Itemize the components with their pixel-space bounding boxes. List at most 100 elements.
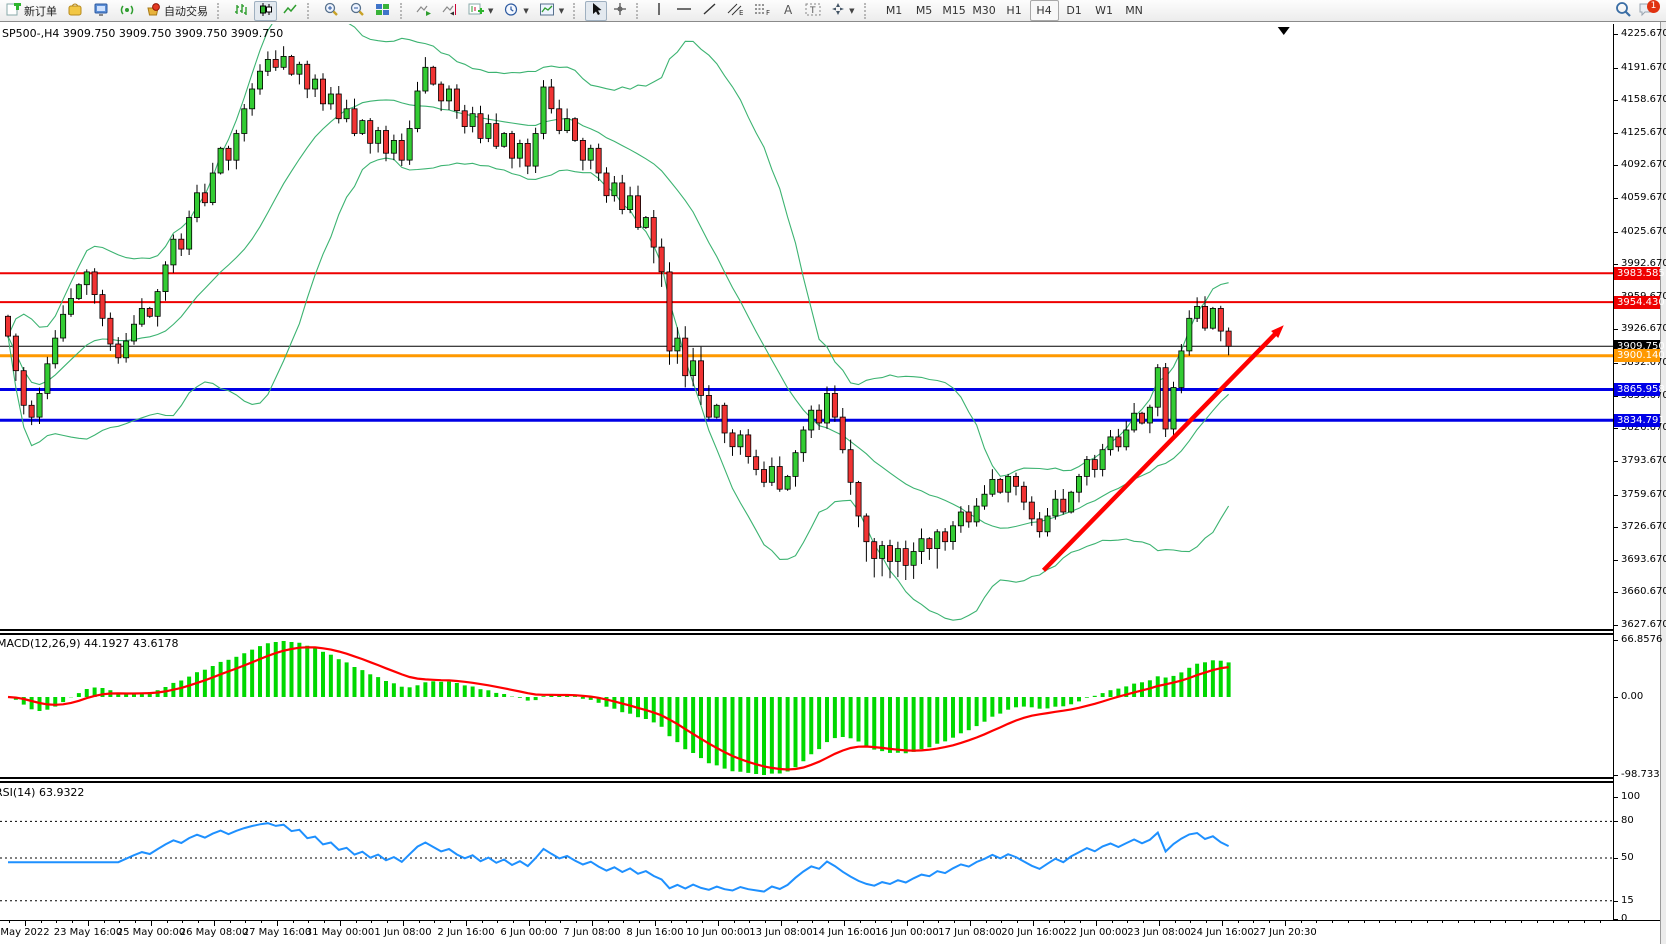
horizontal-line-button[interactable] (672, 1, 696, 21)
time-major-tick (907, 921, 908, 926)
toolbar-separator (636, 2, 643, 19)
panel-separator[interactable] (0, 777, 1613, 783)
bar-chart-button[interactable] (229, 1, 252, 21)
timeframe-m5[interactable]: M5 (915, 4, 933, 17)
time-minor-tick (796, 921, 798, 923)
time-minor-tick (1190, 921, 1192, 923)
time-minor-tick (686, 921, 688, 923)
time-minor-tick (1442, 921, 1444, 923)
macd-panel-canvas[interactable] (0, 635, 1613, 777)
time-label: 17 Jun 08:00 (938, 927, 1002, 938)
price-tick: 4158.670 (1614, 94, 1666, 106)
timeframe-mn[interactable]: MN (1125, 4, 1143, 17)
time-major-tick (25, 921, 26, 926)
time-minor-tick (387, 921, 388, 923)
zoom-out-icon (349, 2, 365, 20)
price-tick: 4059.670 (1614, 192, 1666, 204)
templates-button[interactable]: ▼ (535, 1, 568, 21)
auto-trading-icon (145, 2, 161, 20)
time-minor-tick (1269, 921, 1270, 923)
text-icon: A (782, 2, 795, 19)
timeframe-h4[interactable]: H4 (1029, 0, 1059, 21)
price-axis[interactable]: 4225.670 4191.670 4158.670 4125.670 4092.670… (1613, 24, 1666, 924)
time-label: 22 Jun 00:00 (1064, 927, 1128, 938)
rsi-panel-canvas[interactable] (0, 783, 1613, 920)
time-minor-tick (938, 921, 940, 923)
time-label: 25 May 00:00 (116, 927, 186, 938)
equidistant-channel-button[interactable]: E (723, 1, 748, 21)
price-tick: 3826.670 (1614, 422, 1666, 434)
time-label: 16 Jun 00:00 (875, 927, 939, 938)
time-minor-tick (450, 921, 451, 923)
panel-separator[interactable] (0, 629, 1613, 635)
time-minor-tick (1458, 921, 1459, 923)
toolbar-right-group: 1 (1614, 0, 1664, 21)
new-chart-button[interactable]: ▼ (464, 1, 497, 21)
periods-button[interactable]: ▼ (499, 1, 532, 21)
time-minor-tick (1332, 921, 1333, 923)
time-label: 20 Jun 16:00 (1001, 927, 1065, 938)
time-major-tick (340, 921, 341, 926)
chevron-down-icon: ▼ (849, 6, 855, 15)
time-label: 23 Jun 08:00 (1127, 927, 1191, 938)
timeframe-m1[interactable]: M1 (885, 4, 903, 17)
text-button[interactable]: A (777, 1, 799, 21)
time-minor-tick (812, 921, 814, 923)
time-major-tick (1159, 921, 1160, 926)
time-minor-tick (103, 921, 105, 923)
auto-scroll-button[interactable] (412, 1, 436, 21)
line-chart-button[interactable] (279, 1, 302, 21)
time-minor-tick (1127, 921, 1129, 923)
macd-axis-tick: 66.8576 (1614, 634, 1662, 646)
notifications-button[interactable]: 1 (1638, 0, 1660, 21)
time-minor-tick (1426, 921, 1428, 923)
text-label-button[interactable]: T (801, 1, 825, 21)
time-label: 23 May 16:00 (53, 927, 123, 938)
time-minor-tick (1584, 921, 1585, 923)
hline-price-label: 3834.791 (1614, 414, 1665, 427)
signal-button[interactable] (115, 1, 139, 21)
timeframe-m15[interactable]: M15 (942, 4, 966, 17)
timeframe-w1[interactable]: W1 (1095, 4, 1113, 17)
time-minor-tick (9, 921, 10, 923)
time-minor-tick (245, 921, 247, 923)
time-label: 27 Jun 20:30 (1253, 927, 1317, 938)
search-icon[interactable] (1614, 1, 1632, 21)
market-box-button[interactable] (63, 1, 87, 21)
zoom-in-button[interactable] (319, 1, 343, 21)
time-minor-tick (1363, 921, 1365, 923)
svg-text:E: E (739, 9, 743, 16)
time-minor-tick (497, 921, 499, 923)
fibonacci-button[interactable]: F (750, 1, 775, 21)
auto-trading-button[interactable]: 自动交易 (141, 1, 212, 21)
timeframe-d1[interactable]: D1 (1066, 4, 1082, 17)
time-major-tick (970, 921, 971, 926)
chevron-down-icon: ▼ (523, 6, 529, 15)
main-chart-canvas[interactable] (0, 24, 1613, 629)
candlestick-chart-button[interactable] (254, 0, 277, 21)
arrows-button[interactable]: ▼ (827, 1, 858, 21)
crosshair-button[interactable] (609, 1, 631, 21)
toolbar-separator (573, 2, 580, 19)
tile-windows-button[interactable] (371, 1, 395, 21)
timeframe-m30[interactable]: M30 (972, 4, 996, 17)
cursor-button[interactable] (585, 0, 608, 21)
time-label: 8 Jun 16:00 (626, 927, 684, 938)
auto-scroll-icon (416, 2, 432, 20)
time-minor-tick (1599, 921, 1601, 923)
toolbar-separator (400, 2, 407, 19)
chart-shift-button[interactable] (438, 1, 462, 21)
timeframe-h1[interactable]: H1 (1006, 4, 1022, 17)
time-minor-tick (56, 921, 58, 923)
hline-price-label: 3983.585 (1614, 267, 1665, 280)
crosshair-icon (613, 2, 627, 19)
time-minor-tick (292, 921, 294, 923)
time-axis[interactable]: May 2022 23 May 16:00 25 May 00:00 26 May 0… (0, 920, 1660, 944)
trend-line-button[interactable] (698, 1, 721, 21)
vertical-line-button[interactable] (648, 1, 670, 21)
zoom-out-button[interactable] (345, 1, 369, 21)
terminal-button[interactable] (89, 1, 113, 21)
new-order-button[interactable]: 新订单 (2, 1, 61, 21)
time-minor-tick (985, 921, 987, 923)
toolbar-separator (307, 2, 314, 19)
